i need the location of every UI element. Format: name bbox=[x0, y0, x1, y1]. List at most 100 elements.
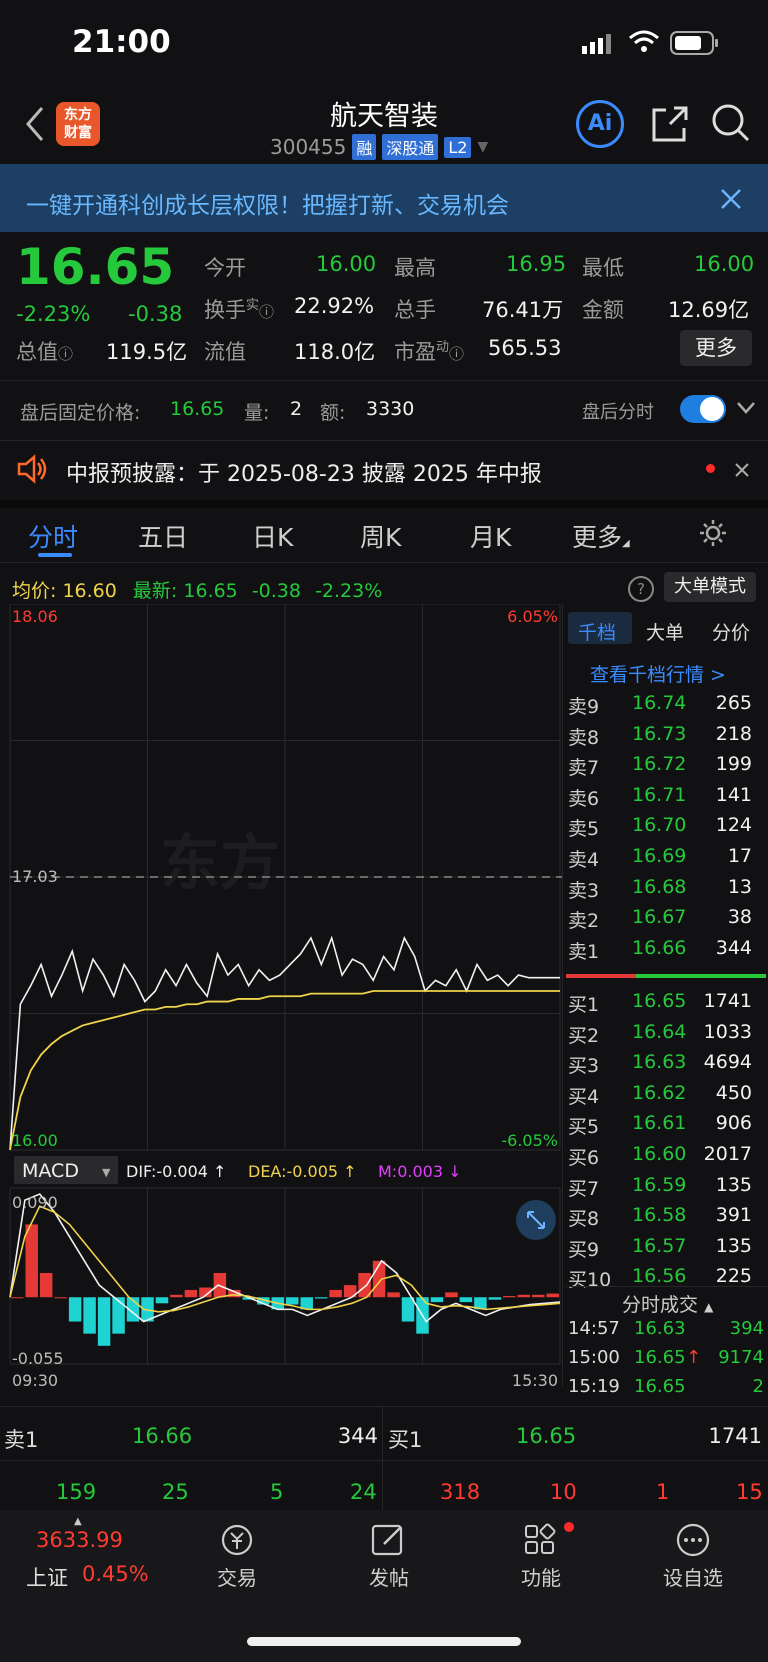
logo-text-top: 东方 bbox=[64, 107, 92, 123]
macd-bar bbox=[459, 1297, 473, 1303]
promo-banner-text[interactable]: 一键开通科创成长层权限！把握打新、交易机会 bbox=[26, 193, 509, 219]
ask-row[interactable]: 卖5 16.70 124 bbox=[566, 814, 766, 842]
bid-label: 买2 bbox=[568, 1024, 600, 1047]
summary-buy-label: 买1 bbox=[388, 1428, 423, 1452]
bid-row[interactable]: 买5 16.61 906 bbox=[566, 1112, 766, 1140]
bid-row[interactable]: 买4 16.62 450 bbox=[566, 1082, 766, 1110]
turnover-label[interactable]: 换手实ⓘ bbox=[204, 294, 274, 324]
turnover-sup: 实 bbox=[246, 298, 260, 313]
mktcap-label[interactable]: 总值ⓘ bbox=[16, 336, 73, 366]
ask-row[interactable]: 卖9 16.74 265 bbox=[566, 692, 766, 720]
macd-bar bbox=[11, 1297, 24, 1299]
stock-subtitle[interactable]: 300455 融 深股通 L2 ▼ bbox=[270, 134, 488, 160]
high-value: 16.95 bbox=[506, 252, 567, 276]
orderbook-tab-big[interactable]: 大单 bbox=[646, 622, 685, 644]
help-icon[interactable]: ? bbox=[628, 576, 654, 602]
timeshare-chart[interactable]: 东方 18.06 17.03 16.00 6.05% -6.05% MACD ▼… bbox=[0, 604, 562, 1386]
more-dots-icon bbox=[676, 1523, 710, 1557]
view-1000-link[interactable]: 查看千档行情 > bbox=[590, 664, 726, 686]
orderbook-tab-1000[interactable]: 千档 bbox=[578, 622, 617, 644]
bid-row[interactable]: 买9 16.57 135 bbox=[566, 1235, 766, 1263]
big-order-mode-button[interactable]: 大单模式 bbox=[664, 572, 756, 602]
back-icon[interactable] bbox=[22, 104, 46, 148]
tab-weekly-k[interactable]: 周K bbox=[360, 523, 402, 552]
ask-row[interactable]: 卖3 16.68 13 bbox=[566, 876, 766, 904]
close-icon[interactable] bbox=[734, 462, 750, 482]
ask-row[interactable]: 卖1 16.66 344 bbox=[566, 937, 766, 965]
ask-price: 16.69 bbox=[632, 845, 687, 867]
index-ticker[interactable]: ▲ 3633.99 上证 0.45% bbox=[20, 1516, 170, 1596]
ask-volume: 38 bbox=[727, 906, 752, 929]
trades-header[interactable]: 分时成交 ▲ bbox=[622, 1290, 713, 1317]
summary-green-num: 159 bbox=[56, 1480, 97, 1504]
summary-green-num: 25 bbox=[162, 1480, 189, 1504]
settings-gear-icon[interactable] bbox=[698, 518, 728, 552]
tab-timeshare[interactable]: 分时 bbox=[28, 523, 79, 552]
bid-volume: 450 bbox=[715, 1081, 752, 1104]
ask-row[interactable]: 卖2 16.67 38 bbox=[566, 906, 766, 934]
ask-price: 16.71 bbox=[632, 783, 687, 806]
bid-price: 16.64 bbox=[632, 1020, 687, 1043]
chevron-down-icon[interactable] bbox=[736, 400, 756, 420]
nav-trade[interactable]: 交易 bbox=[182, 1522, 292, 1598]
pe-label[interactable]: 市盈动ⓘ bbox=[394, 336, 464, 366]
bid-row[interactable]: 买1 16.65 1741 bbox=[566, 990, 766, 1018]
macd-bar bbox=[401, 1297, 415, 1322]
ask-row[interactable]: 卖4 16.69 17 bbox=[566, 845, 766, 873]
divider bbox=[0, 1406, 768, 1407]
trade-row: 14:57 16.63 394 bbox=[566, 1318, 766, 1346]
ask-row[interactable]: 卖8 16.73 218 bbox=[566, 723, 766, 751]
macd-selector[interactable] bbox=[14, 1156, 118, 1184]
divider bbox=[0, 440, 768, 441]
tab-monthly-k[interactable]: 月K bbox=[470, 523, 512, 552]
share-icon[interactable] bbox=[650, 104, 690, 148]
notice-text[interactable]: 中报预披露：于 2025-08-23 披露 2025 年中报 bbox=[66, 462, 542, 487]
tab-5day[interactable]: 五日 bbox=[138, 523, 189, 552]
bid-row[interactable]: 买2 16.64 1033 bbox=[566, 1021, 766, 1049]
promo-banner[interactable] bbox=[0, 164, 768, 232]
ask-label: 卖3 bbox=[568, 879, 600, 902]
macd-dif: DIF:-0.004 ↑ bbox=[126, 1162, 226, 1181]
bid-row[interactable]: 买8 16.58 391 bbox=[566, 1204, 766, 1232]
macd-bar bbox=[329, 1289, 342, 1298]
bid-row[interactable]: 买10 16.56 225 bbox=[566, 1265, 766, 1293]
ask-volume: 124 bbox=[715, 814, 752, 837]
bid-row[interactable]: 买6 16.60 2017 bbox=[566, 1143, 766, 1171]
divider bbox=[566, 1286, 768, 1287]
close-icon[interactable] bbox=[720, 188, 742, 214]
bid-row[interactable]: 买7 16.59 135 bbox=[566, 1174, 766, 1202]
bid-label: 买10 bbox=[568, 1269, 612, 1292]
tab-more[interactable]: 更多◢ bbox=[572, 518, 630, 554]
nav-watchlist[interactable]: 设自选 bbox=[638, 1522, 748, 1598]
avg-value: 16.60 bbox=[62, 580, 117, 602]
ask-row[interactable]: 卖7 16.72 199 bbox=[566, 753, 766, 781]
ask-price: 16.70 bbox=[632, 814, 687, 837]
low-value: 16.00 bbox=[694, 252, 755, 276]
ask-row[interactable]: 卖6 16.71 141 bbox=[566, 784, 766, 812]
amount-label: 金额 bbox=[582, 298, 624, 322]
app-logo[interactable]: 东方 财富 bbox=[56, 102, 100, 146]
expand-arrows bbox=[527, 1211, 545, 1229]
open-value: 16.00 bbox=[316, 252, 377, 276]
info-icon: ⓘ bbox=[449, 345, 465, 363]
bid-price: 16.65 bbox=[632, 990, 687, 1012]
trade-volume: 9174 bbox=[718, 1347, 764, 1368]
nav-post[interactable]: 发帖 bbox=[334, 1522, 444, 1598]
search-icon[interactable] bbox=[710, 102, 752, 148]
bid-row[interactable]: 买3 16.63 4694 bbox=[566, 1051, 766, 1079]
orderbook-tab-price[interactable]: 分价 bbox=[712, 622, 751, 644]
trade-volume: 394 bbox=[729, 1318, 764, 1339]
more-button[interactable]: 更多 bbox=[680, 330, 752, 366]
change-pct: -2.23% bbox=[16, 302, 91, 326]
nav-functions[interactable]: 功能 bbox=[486, 1522, 596, 1598]
macd-bar bbox=[199, 1287, 212, 1298]
bid-volume: 391 bbox=[715, 1204, 752, 1227]
tab-daily-k[interactable]: 日K bbox=[252, 523, 294, 552]
ai-button[interactable]: Ai bbox=[576, 100, 624, 148]
bid-label: 买9 bbox=[568, 1238, 600, 1261]
high-label: 最高 bbox=[394, 256, 436, 280]
pe-value: 565.53 bbox=[488, 336, 562, 360]
ask-volume: 218 bbox=[715, 722, 752, 745]
pe-sup: 动 bbox=[436, 340, 450, 355]
change-value: -0.38 bbox=[128, 302, 183, 326]
